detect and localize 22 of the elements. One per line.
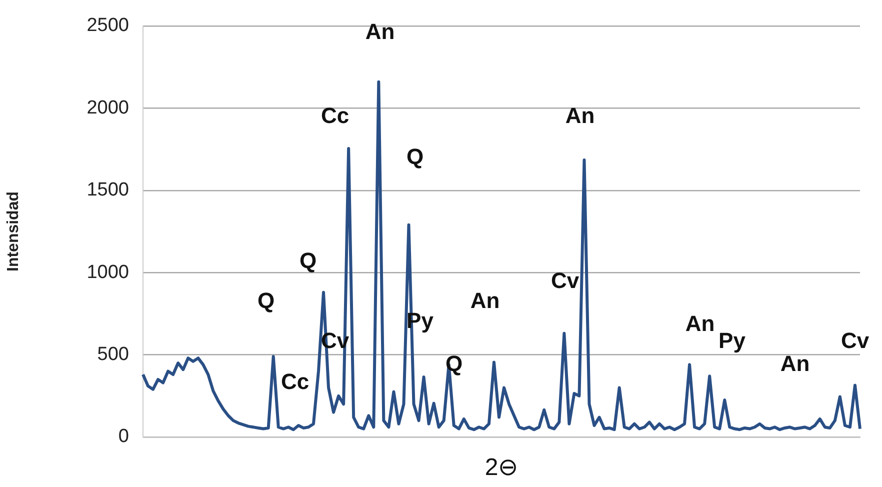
annotation: Q [406,144,424,170]
annotation: Cv [840,328,870,354]
y-tick-label: 2000 [86,97,129,118]
annotation: Py [718,328,746,354]
y-tick-label: 1000 [86,262,129,283]
y-axis-title: Intensidad [5,191,22,272]
annotation: Cc [320,103,350,128]
y-tick-label: 500 [97,344,129,366]
y-tick-label: 0 [118,426,129,448]
annotation: Q [445,351,463,376]
annotation: An [780,351,810,376]
annotation: Cv [550,268,580,294]
y-tick-label: 2500 [86,15,129,36]
annotation: An [565,103,595,128]
annotation: An [685,311,715,336]
x-axis-title: 2⊖ [484,454,518,482]
annotation: An [365,19,395,44]
y-tick-label: 1500 [86,180,129,201]
annotation: An [470,288,500,314]
annotation: Q [299,248,317,274]
annotation: Cc [280,369,310,394]
annotation: Q [257,288,275,314]
